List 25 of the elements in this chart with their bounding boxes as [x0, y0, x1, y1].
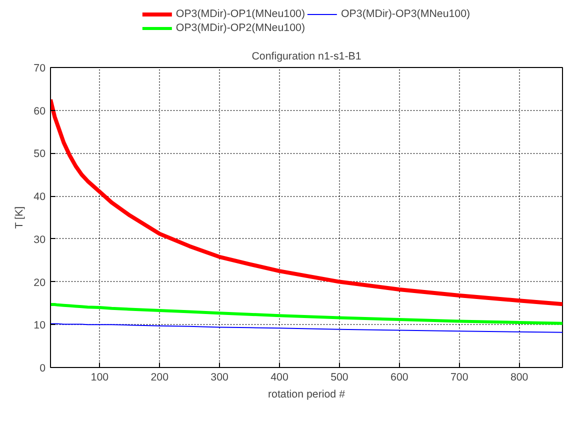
y-axis-title: T [K]: [14, 206, 26, 229]
y-tick-label: 10: [34, 320, 46, 332]
x-tick-label: 100: [90, 372, 109, 384]
legend-label: OP3(MDir)-OP1(MNeu100): [176, 8, 305, 20]
line-series: [50, 303, 562, 325]
chart-title: Configuration n1-s1-B1: [252, 50, 362, 62]
line-series: [50, 323, 562, 333]
y-tick-label: 0: [40, 362, 46, 374]
y-tick-label: 30: [34, 234, 46, 246]
legend-label: OP3(MDir)-OP2(MNeu100): [176, 22, 305, 34]
y-tick-label: 50: [34, 148, 46, 160]
line-series: [50, 98, 562, 306]
x-tick-label: 200: [150, 372, 169, 384]
y-tick-label: 40: [34, 191, 46, 204]
x-tick-label: 300: [210, 372, 229, 384]
x-tick-label: 600: [390, 372, 408, 384]
x-tick-label: 800: [510, 372, 528, 384]
legend-label: OP3(MDir)-OP3(MNeu100): [341, 8, 470, 20]
y-tick-label: 20: [34, 276, 46, 289]
x-tick-label: 500: [330, 372, 348, 384]
x-axis-title: rotation period #: [268, 388, 346, 400]
x-tick-label: 400: [270, 372, 288, 384]
x-tick-label: 700: [450, 372, 468, 384]
y-tick-label: 70: [34, 62, 46, 74]
y-tick-label: 60: [34, 105, 46, 118]
